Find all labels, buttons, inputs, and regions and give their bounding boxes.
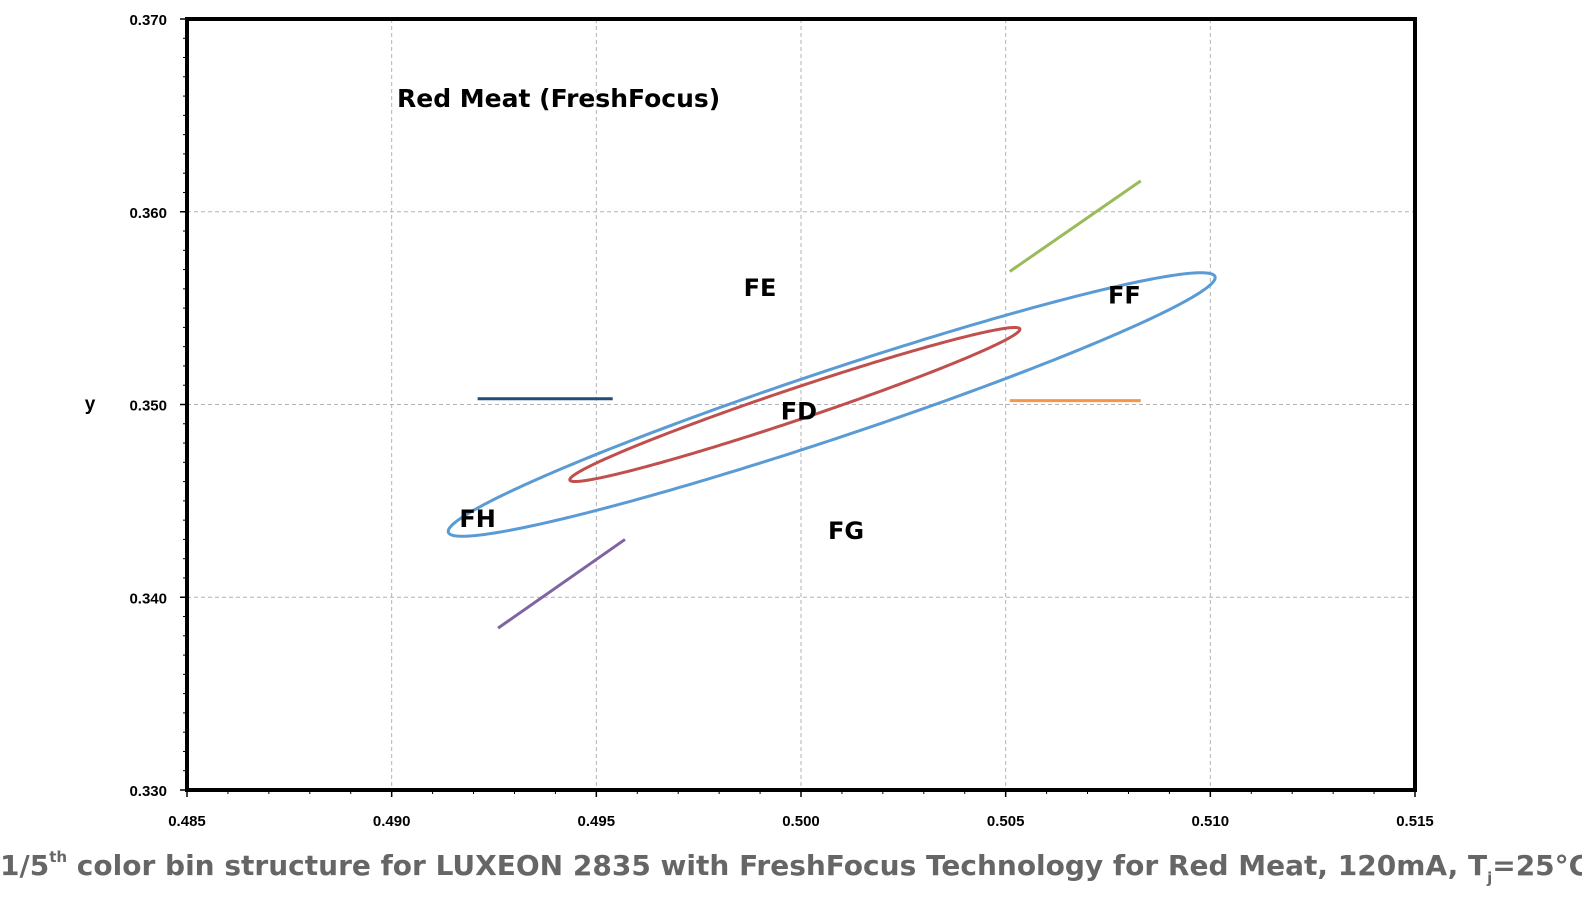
series	[446, 179, 1217, 630]
y-tick-label: 0.370	[129, 12, 167, 29]
y-tick-label: 0.350	[129, 398, 167, 415]
x-tick-label: 0.485	[168, 813, 206, 830]
minor-ticks	[183, 37, 1375, 794]
caption-prefix: 1/5	[0, 849, 50, 882]
y-tick-label: 0.340	[129, 590, 167, 607]
x-tick-label: 0.515	[1396, 813, 1434, 830]
caption-body: color bin structure for LUXEON 2835 with…	[67, 849, 1488, 882]
bin-label-fh: FH	[459, 505, 495, 533]
bin-boundary-line	[497, 538, 626, 630]
x-axis-ticks: 0.485 0.490 0.495 0.500 0.505 0.510 0.515	[168, 790, 1434, 830]
inner-ellipse	[568, 325, 1022, 484]
outer-ellipse	[446, 271, 1217, 538]
chart-title: Red Meat (FreshFocus)	[397, 84, 720, 113]
x-tick-label: 0.500	[782, 813, 820, 830]
x-tick-label: 0.505	[987, 813, 1025, 830]
y-axis-label: y	[85, 394, 96, 415]
x-tick-label: 0.495	[578, 813, 616, 830]
x-tick-label: 0.490	[373, 813, 411, 830]
grid	[187, 19, 1415, 790]
y-tick-label: 0.360	[129, 205, 167, 222]
bin-labels: FD FE FF FG FH	[459, 274, 1140, 545]
caption-superscript: th	[49, 848, 68, 866]
bin-label-fd: FD	[781, 397, 817, 425]
x-tick-label: 0.510	[1192, 813, 1230, 830]
caption-suffix: =25°C.	[1492, 849, 1582, 882]
bin-label-fe: FE	[744, 274, 777, 302]
y-tick-label: 0.330	[129, 783, 167, 800]
bin-label-ff: FF	[1108, 282, 1141, 310]
y-axis-ticks: 0.330 0.340 0.350 0.360 0.370	[129, 12, 187, 800]
bin-label-fg: FG	[828, 517, 864, 545]
figure-caption: 1/5th color bin structure for LUXEON 283…	[0, 848, 1582, 887]
caption-subscript: j	[1487, 869, 1493, 887]
bin-boundary-line	[1008, 179, 1142, 273]
chart: 0.485 0.490 0.495 0.500 0.505 0.510 0.515 0.33…	[85, 12, 1434, 830]
